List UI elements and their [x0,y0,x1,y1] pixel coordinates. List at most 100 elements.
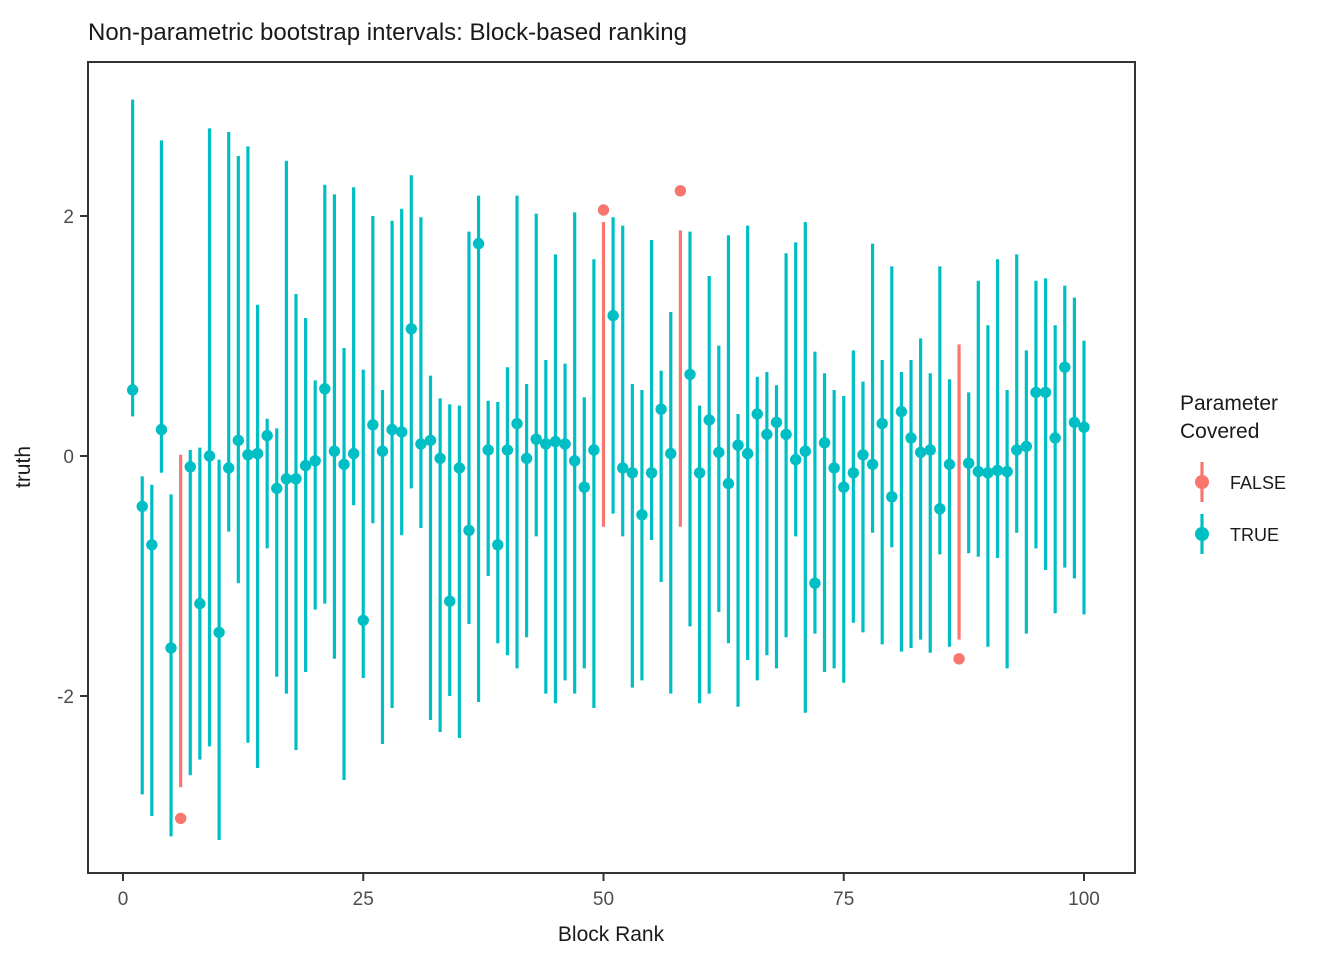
truth-point [559,438,571,450]
truth-point [790,453,802,466]
truth-point [1030,386,1042,399]
truth-point [809,577,821,589]
truth-point [155,423,168,436]
truth-point [818,437,831,449]
legend: Parameter Covered FALSE TRUE [1180,392,1286,554]
truth-point [146,539,158,551]
truth-point [1068,416,1081,429]
truth-point [338,458,350,471]
truth-point [184,461,196,473]
truth-point [511,417,523,430]
legend-key-false: FALSE [1195,462,1286,502]
truth-point [501,444,514,456]
y-tick-label: 0 [63,447,74,468]
x-axis: 0 25 50 75 100 [118,873,1100,910]
truth-point [770,416,783,429]
truth-point [655,403,667,415]
truth-point [991,464,1004,477]
truth-point [367,419,379,431]
truth-point [540,438,552,450]
truth-point [780,428,792,441]
truth-point [895,405,908,418]
truth-point [1020,440,1033,453]
truth-point [588,444,600,456]
truth-point [251,447,264,460]
truth-point [376,445,389,457]
truth-point [838,481,850,493]
truth-point [482,444,494,456]
truth-point [1059,361,1071,373]
truth-point [357,614,369,627]
truth-point [1039,386,1052,399]
legend-label-false: FALSE [1230,473,1286,493]
truth-point [203,450,216,462]
truth-point [1049,432,1061,444]
truth-point [395,426,408,438]
truth-point [347,447,360,460]
truth-point [847,467,860,479]
truth-point [703,414,715,426]
truth-point [242,449,254,461]
truth-point [213,626,225,639]
x-tick-label: 25 [353,889,374,910]
x-tick-label: 0 [118,889,129,910]
truth-point [578,481,590,493]
truth-point [492,539,504,551]
truth-point [568,455,581,467]
truth-point [713,446,725,459]
truth-point [607,309,619,322]
legend-label-true: TRUE [1230,525,1279,545]
truth-point [232,434,245,447]
truth-point [943,458,956,471]
truth-point [174,812,187,825]
truth-point [905,432,917,444]
truth-point [463,524,475,537]
y-axis-title: truth [12,446,35,488]
truth-point [972,465,984,478]
y-tick-label: -2 [57,687,74,708]
truth-point [472,237,485,250]
truth-point [290,473,302,485]
y-axis: -2 0 2 [57,207,88,708]
truth-point [597,204,610,216]
truth-point [626,467,639,479]
truth-point [444,595,456,607]
truth-point [415,438,427,450]
truth-point [914,446,927,459]
truth-point [530,433,542,445]
truth-point [386,423,398,436]
truth-point [934,503,946,515]
truth-point [405,323,417,335]
truth-point [722,477,735,490]
truth-point [962,457,975,469]
truth-point [453,462,466,474]
truth-point [828,462,840,474]
truth-point [751,408,763,420]
x-axis-title: Block Rank [558,923,665,946]
truth-point [319,383,331,395]
legend-glyph-false-dot [1195,475,1209,489]
truth-point [223,462,235,474]
y-tick-label: 2 [63,207,74,228]
truth-point [136,500,148,513]
truth-point [1078,421,1090,433]
truth-point [549,435,562,448]
truth-point [761,428,773,441]
truth-point [886,491,898,503]
truth-point [280,473,293,485]
truth-point [299,459,312,472]
truth-point [261,429,273,442]
truth-point [1011,444,1023,456]
truth-point [924,444,936,456]
x-tick-label: 100 [1068,889,1100,910]
truth-point [684,368,696,381]
truth-point [953,653,965,665]
legend-key-true: TRUE [1195,514,1279,554]
truth-point [126,384,139,396]
truth-point [741,447,754,460]
truth-point [857,449,869,461]
chart-title: Non-parametric bootstrap intervals: Bloc… [88,19,687,46]
truth-point [665,447,677,460]
